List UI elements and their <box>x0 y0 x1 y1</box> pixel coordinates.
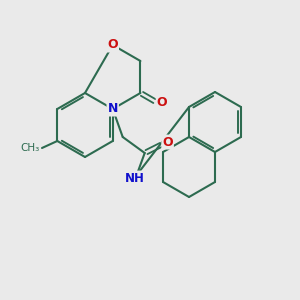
Text: N: N <box>107 103 118 116</box>
Text: CH₃: CH₃ <box>21 143 40 153</box>
Text: O: O <box>107 38 118 52</box>
Text: O: O <box>157 95 167 109</box>
Text: NH: NH <box>125 172 145 184</box>
Text: O: O <box>162 136 173 148</box>
